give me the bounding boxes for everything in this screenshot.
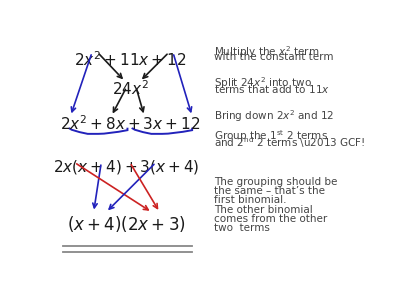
Text: Group the 1$^\mathrm{st}$ 2 terms: Group the 1$^\mathrm{st}$ 2 terms (214, 128, 328, 143)
Text: terms that add to 11$x$: terms that add to 11$x$ (214, 83, 330, 95)
Text: the same – that’s the: the same – that’s the (214, 186, 325, 196)
Text: and 2$^\mathrm{nd}$ 2 terms \u2013 GCF!: and 2$^\mathrm{nd}$ 2 terms \u2013 GCF! (214, 135, 365, 150)
Text: Bring down 2$x^2$ and 12: Bring down 2$x^2$ and 12 (214, 108, 334, 124)
Text: $(x + 4)(2x + 3)$: $(x + 4)(2x + 3)$ (67, 214, 186, 234)
Text: The grouping should be: The grouping should be (214, 177, 337, 187)
Text: Split 24$x^2$ into two: Split 24$x^2$ into two (214, 75, 312, 91)
Text: $2x(x + 4) + 3(x + 4)$: $2x(x + 4) + 3(x + 4)$ (53, 158, 200, 177)
Text: first binomial.: first binomial. (214, 196, 286, 205)
Text: two  terms: two terms (214, 223, 270, 233)
Text: with the constant term: with the constant term (214, 52, 333, 62)
Text: The other binomial: The other binomial (214, 205, 312, 215)
Text: comes from the other: comes from the other (214, 214, 327, 224)
Text: Multiply the $x^2$ term: Multiply the $x^2$ term (214, 45, 319, 60)
Text: $2x^2 + 11x + 12$: $2x^2 + 11x + 12$ (74, 51, 187, 69)
Text: $24x^2$: $24x^2$ (112, 79, 149, 98)
Text: $2x^2 + 8x + 3x + 12$: $2x^2 + 8x + 3x + 12$ (60, 114, 201, 133)
